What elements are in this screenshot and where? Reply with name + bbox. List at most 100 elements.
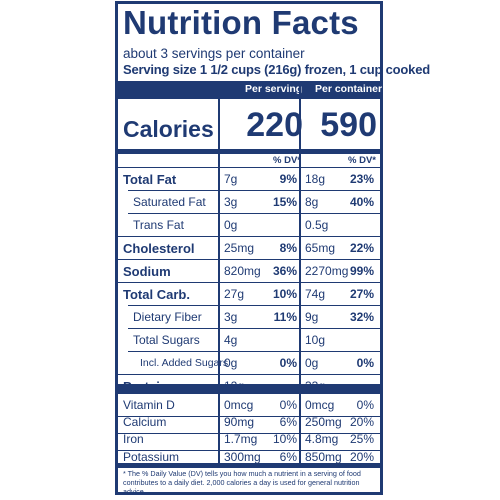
row-divider bbox=[118, 236, 380, 237]
dv-per-serving bbox=[258, 214, 297, 237]
amount-per-container: 9g bbox=[305, 310, 319, 324]
dv-per-container: 20% bbox=[349, 415, 374, 430]
amount-per-serving: 4g bbox=[224, 333, 238, 347]
nutrient-row: Sodium 820mg 36% 2270mg 99% bbox=[118, 260, 380, 283]
dv-per-container: 23% bbox=[349, 172, 374, 186]
amount-per-container: 850mg bbox=[305, 449, 342, 464]
amount-per-container: 2270mg bbox=[305, 264, 349, 278]
dv-per-serving: 36% bbox=[272, 264, 297, 278]
nutrient-row: Trans Fat 0g 0.5g bbox=[118, 214, 380, 237]
dv-per-serving: 10% bbox=[272, 287, 297, 301]
dv-per-container: 0% bbox=[356, 356, 374, 370]
nutrient-name: Calcium bbox=[123, 415, 167, 430]
nutrient-name: Total Sugars bbox=[133, 333, 200, 347]
dv-per-serving: 9% bbox=[279, 172, 297, 186]
amount-per-serving: 3g bbox=[224, 310, 238, 324]
amount-per-container: 0mcg bbox=[305, 398, 335, 412]
column-divider-container bbox=[299, 81, 301, 463]
amount-per-serving: 0g bbox=[224, 356, 238, 370]
dv-per-serving: 6% bbox=[279, 449, 297, 464]
row-divider bbox=[118, 416, 380, 417]
dv-per-container: 0% bbox=[356, 398, 374, 412]
amount-per-container: 0g bbox=[305, 356, 319, 370]
amount-per-container: 4.8mg bbox=[305, 432, 339, 447]
vitamin-row: Iron 1.7mg 10% 4.8mg 25% bbox=[118, 428, 380, 452]
nutrient-name: Incl. Added Sugars bbox=[140, 357, 229, 369]
dv-per-container: 20% bbox=[349, 449, 374, 464]
amount-per-serving: 7g bbox=[224, 172, 238, 186]
dv-per-container: 40% bbox=[349, 195, 374, 209]
amount-per-serving: 25mg bbox=[224, 241, 255, 255]
footnote: * The % Daily Value (DV) tells you how m… bbox=[123, 469, 361, 496]
nutrient-name: Total Carb. bbox=[123, 287, 190, 302]
per-serving-header: Per serving bbox=[245, 83, 303, 95]
nutrient-name: Saturated Fat bbox=[133, 195, 206, 209]
vitamin-row: Calcium 90mg 6% 250mg 20% bbox=[118, 411, 380, 435]
dv-per-container: 22% bbox=[349, 241, 374, 255]
dv-per-container bbox=[334, 214, 374, 237]
amount-per-serving: 820mg bbox=[224, 264, 261, 278]
nutrient-row: Saturated Fat 3g 15% 8g 40% bbox=[118, 191, 380, 214]
calories-per-container: 590 bbox=[320, 106, 377, 144]
row-divider bbox=[128, 213, 380, 214]
row-divider bbox=[118, 259, 380, 260]
nutrient-name: Trans Fat bbox=[133, 218, 184, 232]
nutrient-row: Cholesterol 25mg 8% 65mg 22% bbox=[118, 237, 380, 260]
column-divider-serving bbox=[218, 81, 220, 463]
amount-per-container: 65mg bbox=[305, 241, 336, 255]
nutrient-name: Vitamin D bbox=[123, 398, 175, 412]
nutrient-row: Total Carb. 27g 10% 74g 27% bbox=[118, 283, 380, 306]
dv-header-container: % DV* bbox=[348, 155, 376, 166]
row-divider bbox=[128, 328, 380, 329]
dv-divider bbox=[118, 167, 380, 168]
dv-per-serving: 0% bbox=[279, 398, 297, 412]
amount-per-container: 18g bbox=[305, 172, 326, 186]
amount-per-serving: 3g bbox=[224, 195, 238, 209]
amount-per-serving: 90mg bbox=[224, 415, 255, 430]
dv-per-serving: 10% bbox=[272, 432, 297, 447]
row-divider bbox=[118, 374, 380, 375]
amount-per-container: 74g bbox=[305, 287, 326, 301]
amount-per-container: 250mg bbox=[305, 415, 342, 430]
row-divider bbox=[118, 282, 380, 283]
amount-per-serving: 0g bbox=[224, 218, 238, 232]
row-divider bbox=[118, 450, 380, 452]
per-container-header: Per container bbox=[315, 83, 383, 95]
nutrient-row: Total Fat 7g 9% 18g 23% bbox=[118, 168, 380, 191]
vitamin-row: Potassium 300mg 6% 850mg 20% bbox=[118, 446, 380, 469]
row-divider bbox=[118, 433, 380, 435]
serving-size: Serving size 1 1/2 cups (216g) frozen, 1… bbox=[123, 62, 430, 77]
footnote-divider bbox=[118, 463, 380, 468]
row-divider bbox=[128, 351, 380, 352]
amount-per-serving: 27g bbox=[224, 287, 245, 301]
amount-per-container: 10g bbox=[305, 333, 326, 347]
dv-per-serving: 15% bbox=[272, 195, 297, 209]
dv-per-container: 32% bbox=[349, 310, 374, 324]
dv-per-container: 25% bbox=[349, 432, 374, 447]
dv-per-serving: 0% bbox=[279, 356, 297, 370]
label-title: Nutrition Facts bbox=[123, 4, 359, 41]
nutrient-name: Dietary Fiber bbox=[133, 310, 202, 324]
amount-per-container: 0.5g bbox=[305, 218, 329, 232]
calories-divider bbox=[118, 149, 380, 154]
nutrient-row: Dietary Fiber 3g 11% 9g 32% bbox=[118, 306, 380, 329]
amount-per-serving: 300mg bbox=[224, 449, 261, 464]
nutrient-name: Iron bbox=[123, 432, 144, 447]
nutrient-name: Cholesterol bbox=[123, 241, 195, 256]
nutrition-label: Nutrition Facts about 3 servings per con… bbox=[115, 1, 430, 496]
nutrient-row: Total Sugars 4g 10g bbox=[118, 329, 380, 352]
nutrient-name: Sodium bbox=[123, 264, 171, 279]
dv-per-container: 27% bbox=[349, 287, 374, 301]
amount-per-container: 8g bbox=[305, 195, 319, 209]
dv-per-serving: 6% bbox=[279, 415, 297, 430]
dv-per-serving: 8% bbox=[279, 241, 297, 255]
amount-per-serving: 0mcg bbox=[224, 398, 254, 412]
nutrient-name: Potassium bbox=[123, 449, 180, 464]
nutrient-name: Total Fat bbox=[123, 172, 177, 187]
row-divider bbox=[128, 305, 380, 306]
vitamin-row: Vitamin D 0mcg 0% 0mcg 0% bbox=[118, 394, 380, 417]
nutrient-row: Incl. Added Sugars 0g 0% 0g 0% bbox=[118, 352, 380, 375]
calories-per-serving: 220 bbox=[246, 106, 303, 144]
dv-per-serving bbox=[258, 329, 297, 352]
calories-label: Calories bbox=[123, 116, 214, 142]
